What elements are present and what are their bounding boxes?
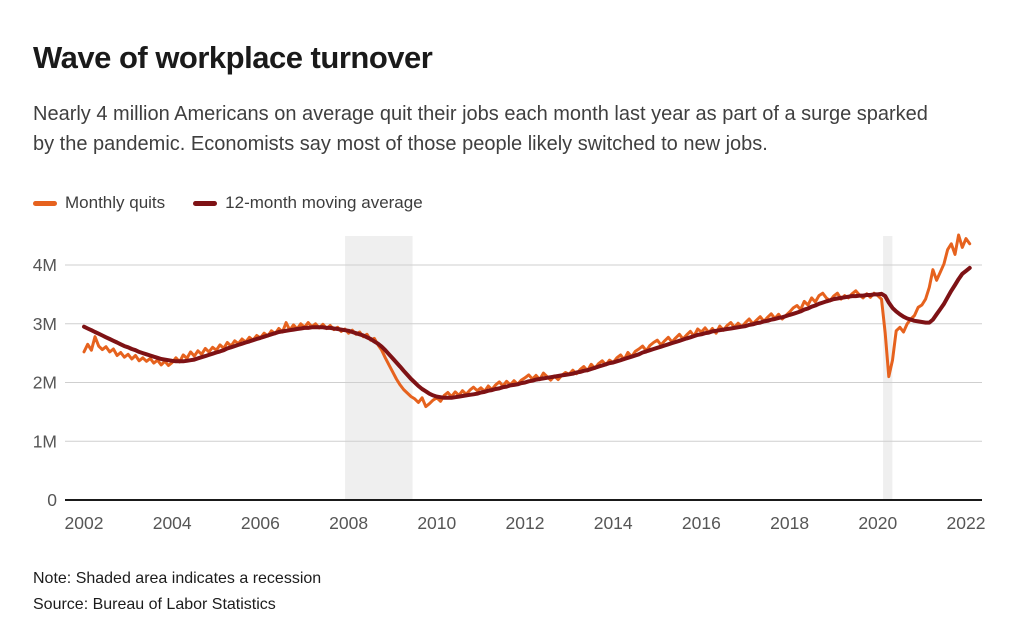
x-tick-label: 2022: [947, 513, 986, 533]
x-tick-label: 2010: [417, 513, 456, 533]
chart-legend: Monthly quits 12-month moving average: [33, 193, 441, 213]
y-tick-label: 2M: [33, 373, 57, 393]
x-tick-label: 2012: [506, 513, 545, 533]
y-tick-label: 0: [47, 490, 57, 510]
chart-note: Note: Shaded area indicates a recession: [33, 570, 322, 587]
y-tick-label: 4M: [33, 255, 57, 275]
monthly-quits-swatch-icon: [33, 200, 57, 206]
subtitle-line-1: Nearly 4 million Americans on average qu…: [33, 103, 928, 125]
legend-label: 12-month moving average: [225, 193, 423, 212]
quits-line-chart-canvas: 0 1M 2M 3M 4M 2002 2004 2006 2008 2010 2012 2014 201…: [33, 233, 986, 533]
y-tick-label: 3M: [33, 314, 57, 334]
chart-footnotes: Note: Shaded area indicates a recession …: [33, 566, 321, 618]
legend-item-moving-average: 12-month moving average: [193, 193, 423, 213]
page-title: Wave of workplace turnover: [33, 40, 433, 75]
x-tick-label: 2016: [682, 513, 721, 533]
x-tick-label: 2002: [65, 513, 104, 533]
y-tick-label: 1M: [33, 431, 57, 451]
x-tick-label: 2004: [153, 513, 192, 533]
legend-item-monthly-quits: Monthly quits: [33, 193, 165, 213]
moving-average-line: [82, 265, 972, 400]
subtitle-line-2: by the pandemic. Economists say most of …: [33, 133, 768, 155]
chart-source: Source: Bureau of Labor Statistics: [33, 596, 276, 613]
x-tick-label: 2008: [329, 513, 368, 533]
x-tick-label: 2018: [770, 513, 809, 533]
line-chart: 0 1M 2M 3M 4M 2002 2004 2006 2008 2010 2012 2014 201…: [0, 225, 1024, 545]
chart-subtitle: Nearly 4 million Americans on average qu…: [33, 99, 1003, 159]
x-tick-label: 2014: [594, 513, 633, 533]
moving-average-swatch-icon: [193, 200, 218, 206]
x-tick-label: 2020: [858, 513, 897, 533]
legend-label: Monthly quits: [65, 193, 166, 212]
x-tick-label: 2006: [241, 513, 280, 533]
